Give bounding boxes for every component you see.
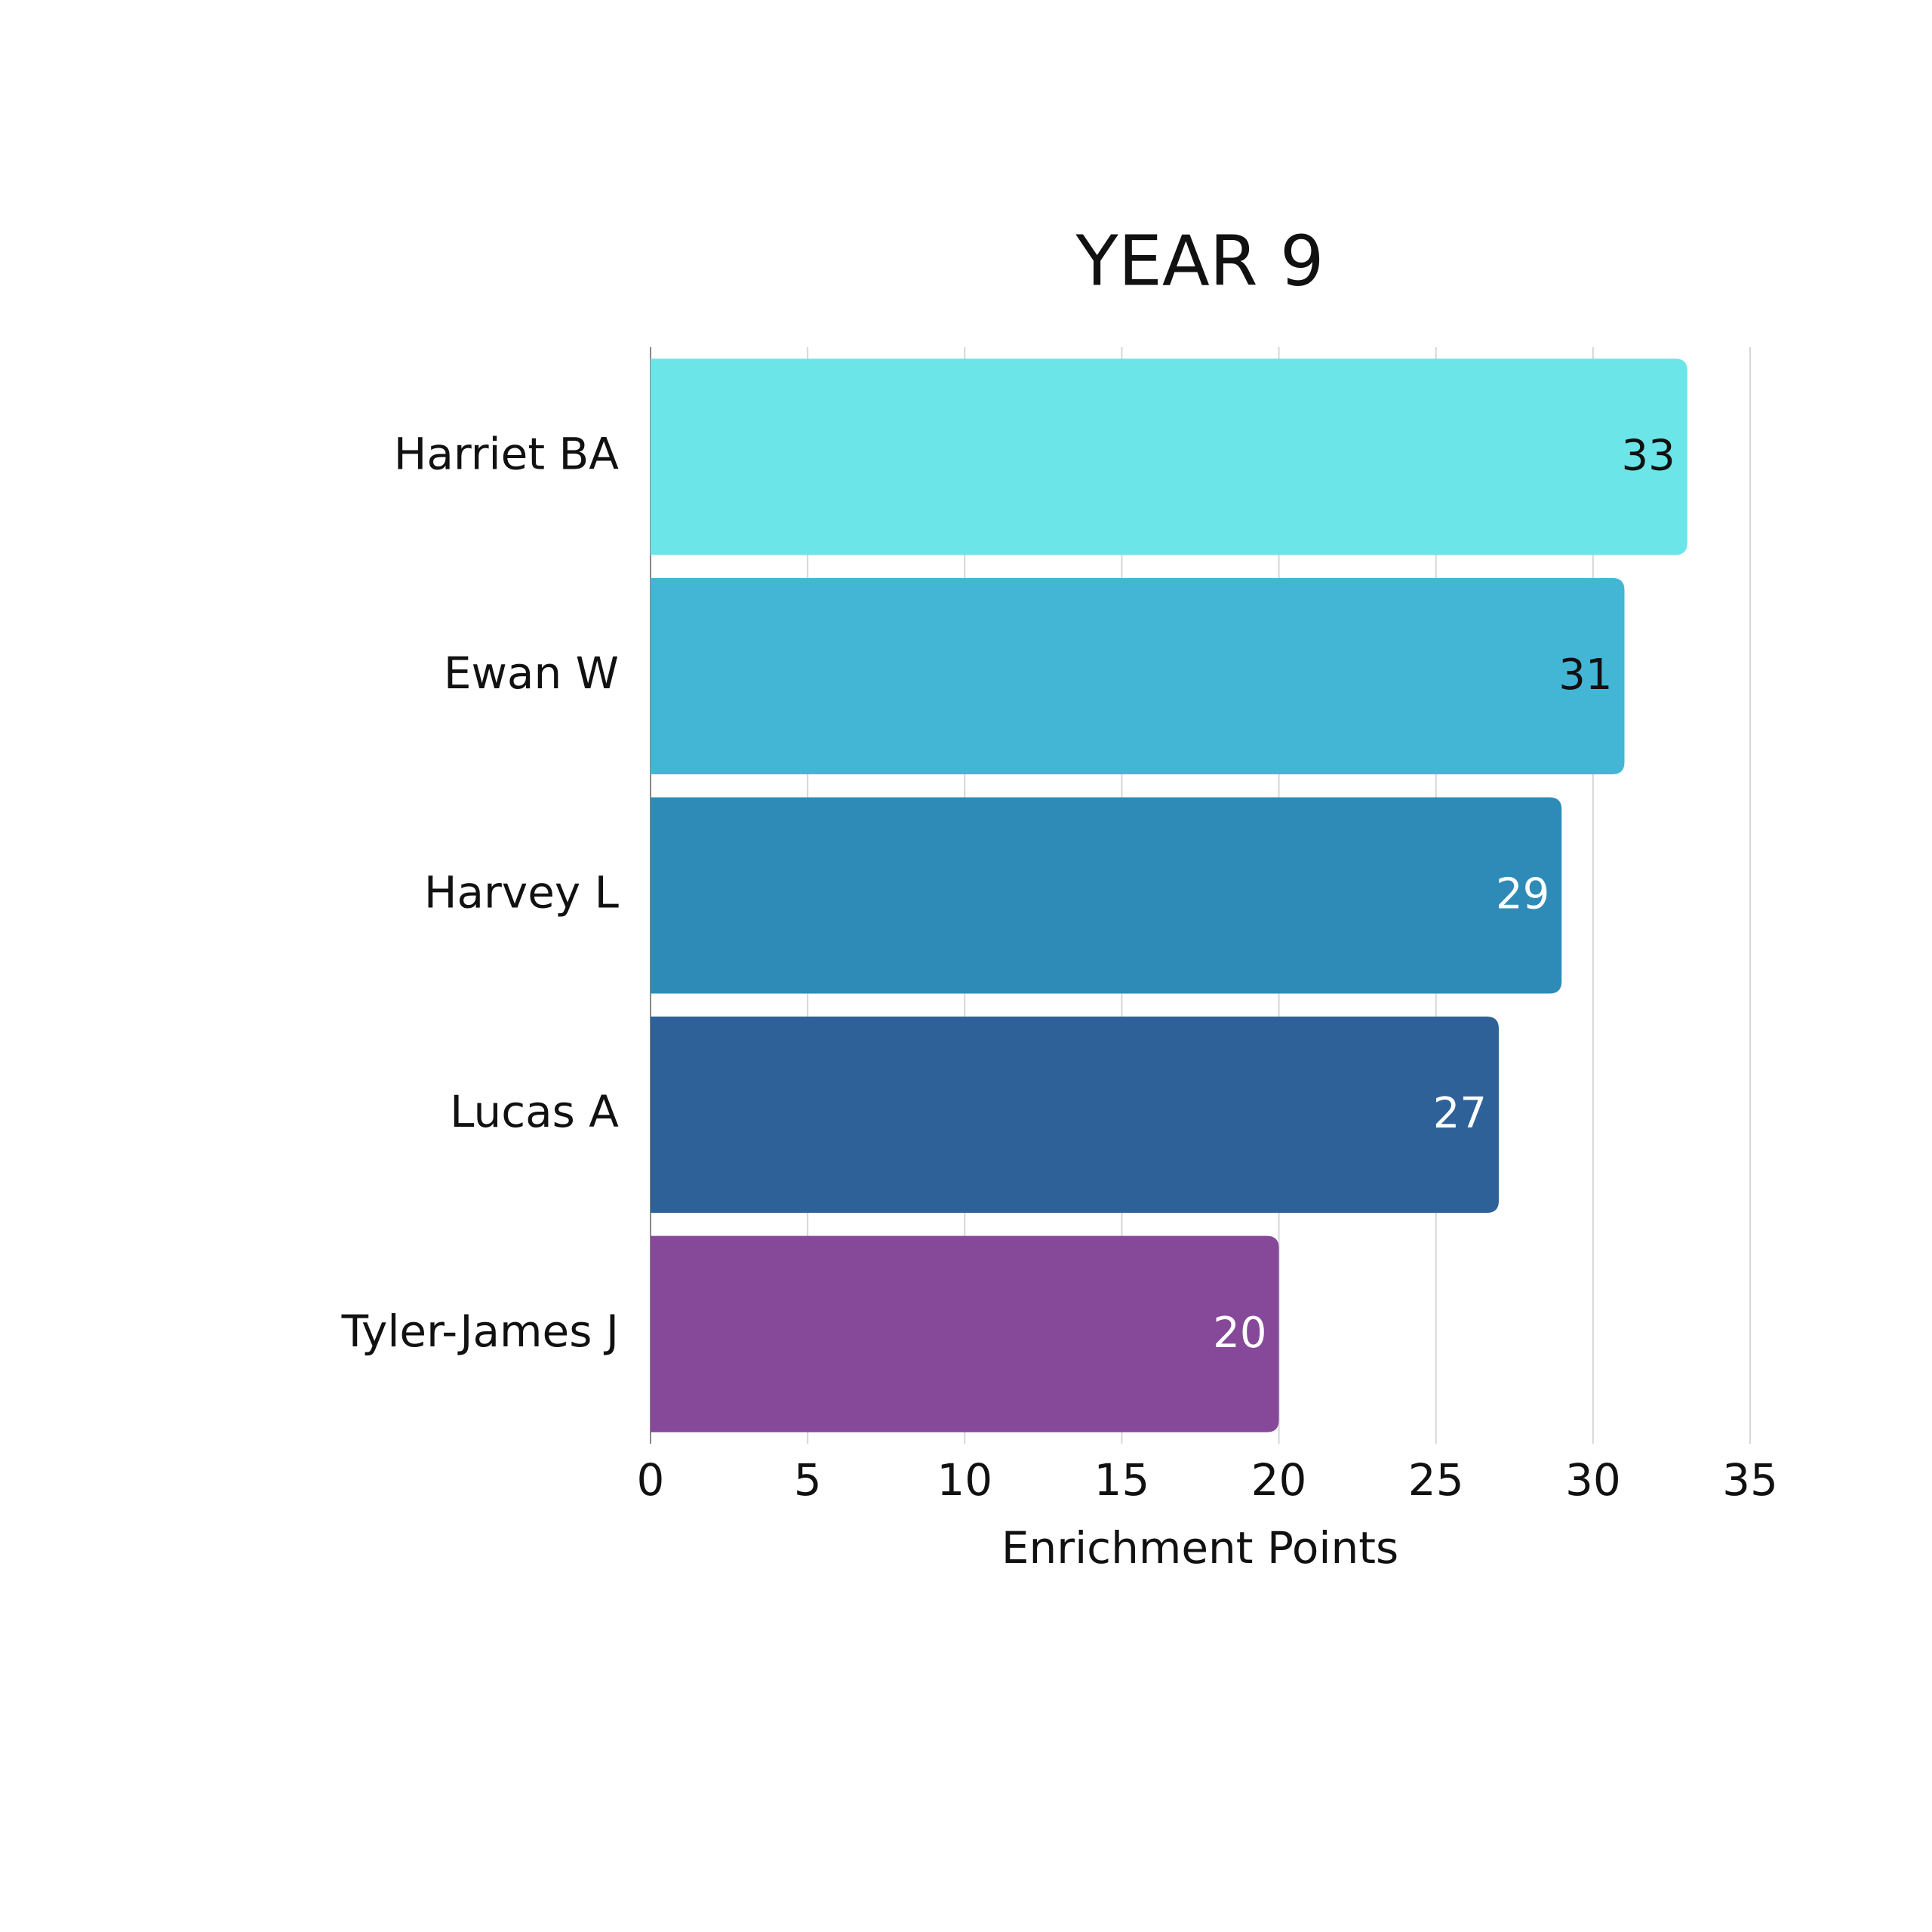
x-tick-label: 30: [1565, 1454, 1621, 1506]
y-tick-label: Lucas A: [450, 1086, 619, 1137]
bar: [651, 577, 1625, 774]
bar: [651, 358, 1687, 555]
x-tick-label: 10: [937, 1454, 992, 1506]
bar: [651, 797, 1562, 994]
value-label: 20: [1213, 1309, 1266, 1358]
y-tick-label: Harriet BA: [394, 428, 620, 479]
value-label: 33: [1621, 431, 1675, 480]
x-tick-label: 0: [637, 1454, 665, 1506]
value-label: 27: [1433, 1089, 1487, 1138]
x-tick-label: 25: [1408, 1454, 1464, 1506]
x-tick-label: 5: [794, 1454, 822, 1506]
y-tick-label: Harvey L: [424, 867, 619, 918]
bar: [651, 1235, 1279, 1432]
bar: [651, 1017, 1499, 1214]
x-tick-label: 20: [1251, 1454, 1307, 1506]
value-label: 29: [1496, 870, 1549, 919]
value-label: 31: [1558, 651, 1612, 700]
y-tick-label: Tyler-James J: [341, 1306, 619, 1357]
y-tick-label: Ewan W: [444, 648, 619, 699]
x-tick-label: 15: [1094, 1454, 1150, 1506]
x-axis-label: Enrichment Points: [1001, 1522, 1398, 1574]
x-tick-label: 35: [1722, 1454, 1778, 1506]
chart-title: YEAR 9: [1075, 220, 1324, 301]
